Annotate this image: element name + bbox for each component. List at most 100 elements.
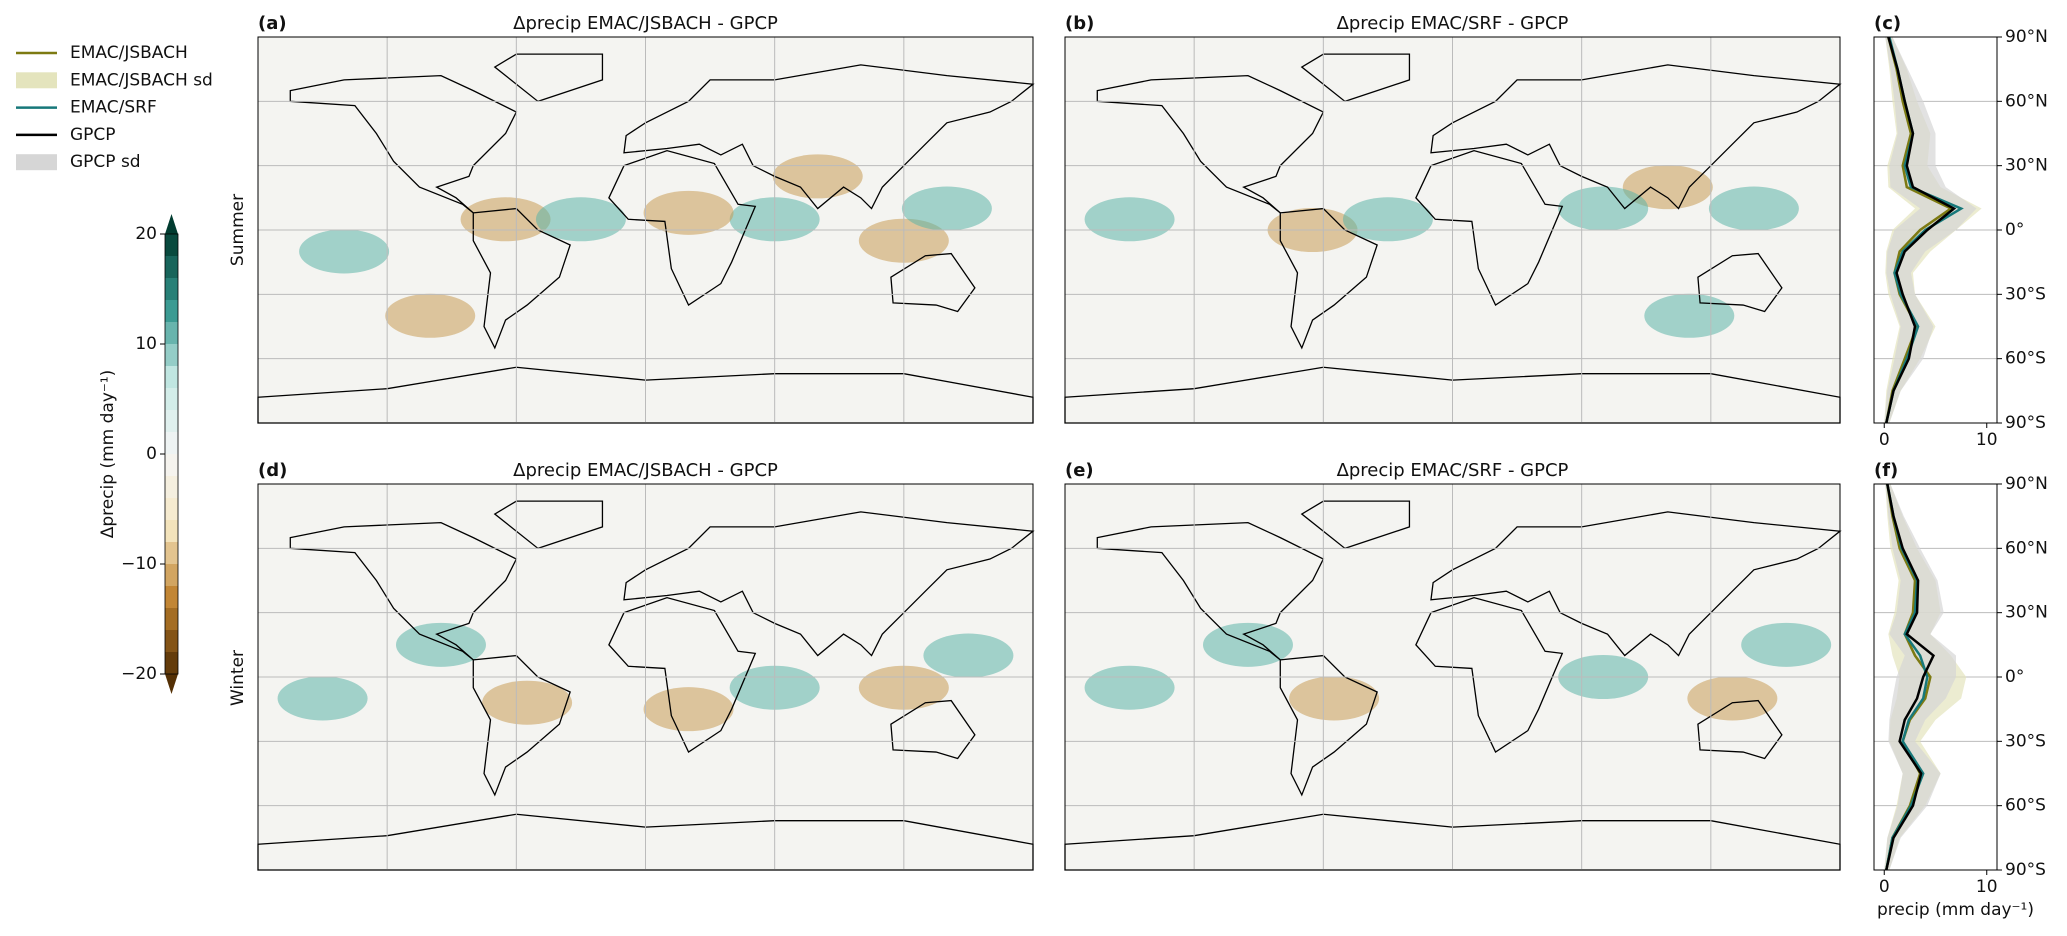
x-tick-label: 0 <box>1879 430 1890 450</box>
colorbar-step <box>165 608 178 631</box>
y-tick-label: 30°S <box>2005 284 2046 304</box>
colorbar-step <box>165 586 178 609</box>
x-tick-label: 10 <box>1976 877 1998 897</box>
y-tick-label: 30°N <box>2005 156 2048 176</box>
map-anomaly <box>1687 676 1778 721</box>
map-anomaly <box>482 680 573 725</box>
colorbar-step <box>165 432 178 455</box>
map-frame <box>257 36 1034 424</box>
map-frame <box>1064 483 1841 871</box>
map-anomaly <box>643 687 734 732</box>
y-tick-label: 60°S <box>2005 796 2046 816</box>
map-anomaly <box>1289 676 1380 721</box>
panel-label: (f) <box>1874 460 1898 481</box>
map-anomaly <box>385 293 476 338</box>
coastline <box>890 699 976 760</box>
coastline <box>493 53 604 103</box>
sd-band <box>1884 484 1956 870</box>
panel-label: (a) <box>258 13 287 34</box>
y-tick-label: 90°N <box>2005 27 2048 47</box>
coastline <box>493 500 604 550</box>
map-anomaly <box>1741 622 1832 667</box>
map-title: Δprecip EMAC/JSBACH - GPCP <box>513 460 778 481</box>
colorbar-tick-label: −10 <box>121 554 157 574</box>
y-tick-label: 60°N <box>2005 91 2048 111</box>
coastline <box>1096 521 1325 661</box>
axes-frame <box>1873 483 1998 871</box>
map-anomaly <box>772 154 863 199</box>
colorbar-step <box>165 498 178 521</box>
colorbar-step <box>165 542 178 565</box>
profile-line <box>1885 36 1954 424</box>
colorbar-tick-label: 0 <box>146 444 157 464</box>
map-anomaly <box>1558 186 1649 231</box>
colorbar-step <box>165 410 178 433</box>
coastline <box>1300 53 1411 103</box>
colorbar-step <box>165 366 178 389</box>
x-tick-label: 0 <box>1879 877 1890 897</box>
map-anomaly <box>277 676 368 721</box>
map-anomaly <box>1708 186 1799 231</box>
coastline <box>623 64 1035 210</box>
map-anomaly <box>901 186 992 231</box>
map-anomaly <box>395 622 486 667</box>
map-frame <box>1064 36 1841 424</box>
colorbar-step <box>165 256 178 279</box>
coastline <box>289 74 518 214</box>
colorbar-step <box>165 234 178 257</box>
legend-label: EMAC/SRF <box>70 98 157 118</box>
map-title: Δprecip EMAC/SRF - GPCP <box>1337 13 1569 34</box>
coastline <box>1697 699 1783 760</box>
panel-label: (e) <box>1065 460 1094 481</box>
colorbar-step <box>165 300 178 323</box>
colorbar-step <box>165 278 178 301</box>
coastline <box>289 521 518 661</box>
legend-label: GPCP sd <box>70 152 141 172</box>
map-title: Δprecip EMAC/SRF - GPCP <box>1337 460 1569 481</box>
coastline <box>1697 252 1783 313</box>
map-anomaly <box>1084 665 1175 710</box>
legend-label: GPCP <box>70 125 116 145</box>
colorbar-step <box>165 520 178 543</box>
axes-frame <box>1873 36 1998 424</box>
y-tick-label: 60°N <box>2005 538 2048 558</box>
row-label: Summer <box>228 194 248 266</box>
legend-label: EMAC/JSBACH sd <box>70 70 213 90</box>
map-anomaly <box>299 229 390 274</box>
map-anomaly <box>643 190 734 235</box>
row-label: Winter <box>228 650 248 706</box>
y-tick-label: 0° <box>2005 220 2024 240</box>
colorbar-step <box>165 454 178 477</box>
y-tick-label: 30°S <box>2005 731 2046 751</box>
x-axis-label: precip (mm day⁻¹) <box>1877 900 2034 920</box>
legend-swatch <box>16 154 57 171</box>
colorbar-step <box>165 564 178 587</box>
map-frame <box>257 483 1034 871</box>
map-anomaly <box>1644 293 1735 338</box>
panel-label: (b) <box>1065 13 1094 34</box>
coastline <box>1300 500 1411 550</box>
colorbar-extend <box>165 674 178 694</box>
y-tick-label: 90°S <box>2005 413 2046 433</box>
map-anomaly <box>1622 165 1713 210</box>
colorbar-step <box>165 322 178 345</box>
coastline <box>890 252 976 313</box>
map-title: Δprecip EMAC/JSBACH - GPCP <box>513 13 778 34</box>
y-tick-label: 90°S <box>2005 860 2046 880</box>
colorbar-tick-label: 20 <box>135 224 157 244</box>
y-tick-label: 90°N <box>2005 474 2048 494</box>
coastline <box>1430 511 1842 657</box>
panel-label: (d) <box>258 460 287 481</box>
profile-line <box>1885 483 1936 871</box>
coastline <box>1415 149 1564 307</box>
profile-line <box>1885 483 1932 871</box>
coastline <box>608 149 757 307</box>
sd-band <box>1884 37 1977 423</box>
panel-label: (c) <box>1874 13 1901 34</box>
colorbar-extend <box>165 214 178 234</box>
y-tick-label: 60°S <box>2005 349 2046 369</box>
colorbar-step <box>165 388 178 411</box>
coastline <box>623 511 1035 657</box>
profile-line <box>1885 36 1957 424</box>
